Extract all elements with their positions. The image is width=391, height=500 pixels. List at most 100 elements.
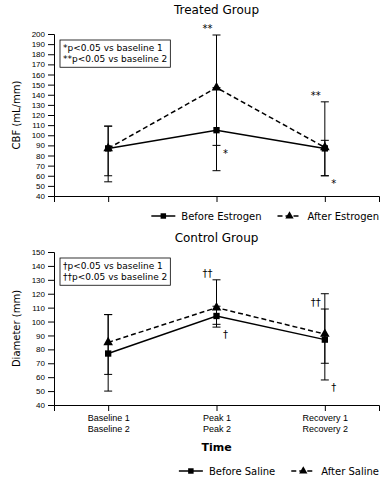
legend-symbol bbox=[285, 211, 293, 218]
x-tick-mark bbox=[325, 196, 326, 202]
text-line: †p<0.05 vs baseline 1 bbox=[63, 261, 163, 271]
x-axis-title: Time bbox=[201, 441, 231, 454]
y-tick-label: 90 bbox=[36, 332, 45, 341]
x-axis-line bbox=[55, 197, 380, 203]
annotations: *******p<0.05 vs baseline 1**p<0.05 vs b… bbox=[60, 23, 336, 189]
y-tick: 140 bbox=[32, 91, 54, 100]
legend-item: After Estrogen bbox=[278, 211, 380, 222]
marker bbox=[212, 82, 222, 90]
note-frame bbox=[60, 258, 170, 285]
y-tick-mark bbox=[48, 44, 54, 45]
y-tick-mark bbox=[48, 95, 54, 96]
x-tick bbox=[108, 196, 109, 202]
legend-symbol bbox=[188, 468, 193, 473]
y-tick-mark bbox=[48, 252, 54, 253]
error-bar bbox=[213, 280, 221, 325]
x-axis-line bbox=[55, 406, 380, 412]
x-tick: Peak 1Peak 2 bbox=[203, 405, 231, 434]
note-box: *p<0.05 vs baseline 1**p<0.05 vs baselin… bbox=[60, 40, 170, 67]
y-tick-label: 120 bbox=[32, 111, 46, 120]
legend-item: Before Estrogen bbox=[151, 211, 261, 222]
x-tick-label: Peak 1Peak 2 bbox=[203, 413, 231, 434]
y-tick-label: 130 bbox=[32, 101, 46, 110]
text-line: Recovery 1 bbox=[303, 413, 349, 423]
y-tick: 120 bbox=[32, 290, 54, 299]
y-tick-mark bbox=[48, 280, 54, 281]
text-line: ††p<0.05 vs baseline 2 bbox=[63, 272, 167, 282]
y-axis: 405060708090100110120130140150 bbox=[32, 248, 55, 410]
y-tick-label: 140 bbox=[32, 91, 46, 100]
annotation: †† bbox=[203, 268, 213, 279]
annotation: ** bbox=[203, 23, 213, 34]
y-tick: 150 bbox=[32, 248, 54, 257]
legend: Before Estrogen After Estrogen bbox=[151, 211, 379, 222]
y-tick-label: 100 bbox=[32, 318, 46, 327]
legend-label: After Saline bbox=[321, 466, 379, 477]
y-tick-mark bbox=[48, 363, 54, 364]
y-tick-label: 160 bbox=[32, 71, 46, 80]
y-tick-mark bbox=[48, 335, 54, 336]
marker bbox=[212, 302, 222, 310]
y-tick: 80 bbox=[36, 152, 54, 161]
y-tick: 90 bbox=[36, 332, 54, 341]
y-tick-label: 110 bbox=[32, 121, 45, 130]
text-line: Recovery 2 bbox=[303, 424, 349, 434]
y-tick-label: 170 bbox=[32, 60, 46, 69]
marker bbox=[103, 337, 113, 345]
error-bar bbox=[321, 309, 329, 380]
note-text: *p<0.05 vs baseline 1**p<0.05 vs baselin… bbox=[63, 43, 167, 64]
annotations: †††††††p<0.05 vs baseline 1††p<0.05 vs b… bbox=[60, 258, 336, 393]
y-tick-label: 60 bbox=[36, 172, 45, 181]
annotation: † bbox=[223, 329, 228, 340]
y-tick-label: 150 bbox=[32, 248, 46, 257]
y-tick-label: 80 bbox=[36, 345, 45, 354]
y-tick: 200 bbox=[32, 30, 54, 39]
text-line: Peak 2 bbox=[203, 424, 231, 434]
y-tick: 60 bbox=[36, 172, 54, 181]
annotation: * bbox=[223, 148, 228, 159]
y-tick: 70 bbox=[36, 162, 54, 171]
y-tick-mark bbox=[48, 308, 54, 309]
x-axis bbox=[55, 196, 380, 202]
note-frame bbox=[60, 40, 170, 67]
y-tick-mark bbox=[48, 54, 54, 55]
annotation: * bbox=[331, 178, 336, 189]
y-tick-mark bbox=[48, 105, 54, 106]
marker bbox=[320, 142, 330, 150]
y-tick-mark bbox=[48, 266, 54, 267]
y-tick-label: 190 bbox=[32, 40, 46, 49]
legend-label: Before Estrogen bbox=[181, 211, 261, 222]
x-tick: Recovery 1Recovery 2 bbox=[303, 405, 349, 434]
y-tick: 50 bbox=[36, 387, 54, 396]
y-tick: 60 bbox=[36, 373, 54, 382]
y-tick-label: 120 bbox=[32, 290, 46, 299]
text-line: Baseline 2 bbox=[88, 424, 130, 434]
chart-svg: Treated Group405060708090100110120130140… bbox=[0, 0, 391, 500]
y-tick: 110 bbox=[32, 304, 54, 313]
x-tick bbox=[325, 196, 326, 202]
error-bar bbox=[104, 126, 112, 176]
legend-symbol bbox=[299, 466, 307, 473]
y-tick-label: 40 bbox=[36, 401, 45, 410]
series bbox=[104, 294, 329, 391]
y-tick: 110 bbox=[32, 121, 54, 130]
y-tick: 130 bbox=[32, 101, 54, 110]
y-tick-mark bbox=[48, 294, 54, 295]
y-tick-mark bbox=[48, 196, 54, 197]
y-tick: 100 bbox=[32, 318, 54, 327]
y-tick-label: 140 bbox=[32, 262, 46, 271]
y-tick: 140 bbox=[32, 262, 54, 271]
y-tick-mark bbox=[48, 405, 54, 406]
y-tick-label: 200 bbox=[32, 30, 46, 39]
y-tick: 100 bbox=[32, 131, 54, 140]
y-tick: 90 bbox=[36, 141, 54, 150]
x-tick-label: Recovery 1Recovery 2 bbox=[303, 413, 349, 434]
legend-item: After Saline bbox=[291, 466, 379, 477]
y-tick-mark bbox=[48, 322, 54, 323]
y-tick: 80 bbox=[36, 345, 54, 354]
y-axis-title: Diameter (mm) bbox=[11, 290, 22, 367]
y-axis-title: CBF (mL/mm) bbox=[11, 81, 22, 150]
y-tick: 180 bbox=[32, 50, 54, 59]
x-tick-mark bbox=[217, 405, 218, 411]
y-tick: 160 bbox=[32, 71, 54, 80]
